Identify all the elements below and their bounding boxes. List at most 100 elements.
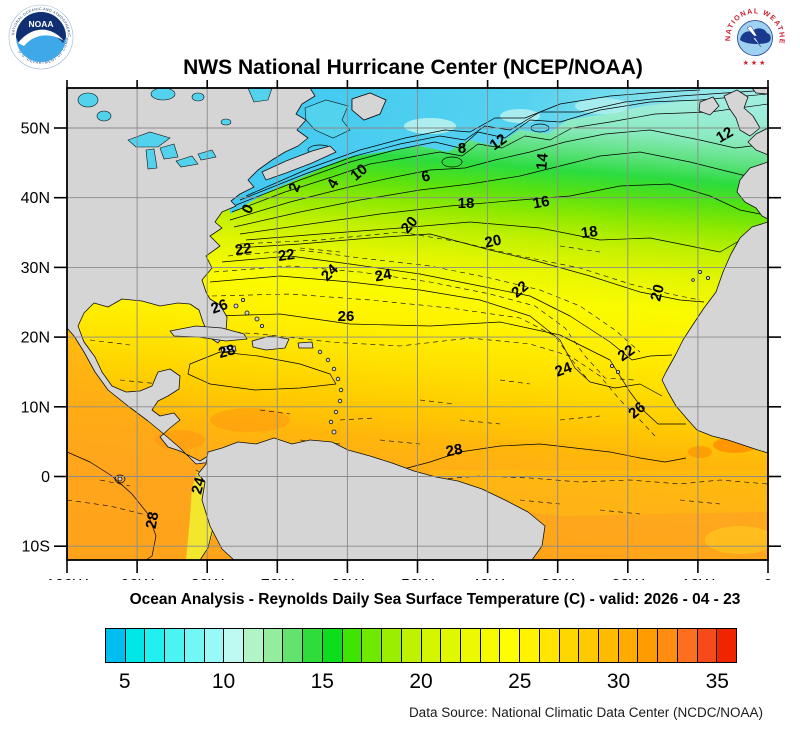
land-iberia bbox=[736, 161, 768, 220]
lat-label: 40N bbox=[21, 190, 50, 207]
colorbar-cell bbox=[204, 629, 225, 662]
colorbar-cell bbox=[658, 629, 678, 662]
contour-label: 28 bbox=[217, 341, 238, 362]
lat-lon-gridlines bbox=[66, 88, 769, 560]
galapagos bbox=[117, 476, 123, 482]
colorbar-cell bbox=[677, 629, 698, 662]
sst-colorbar bbox=[105, 628, 737, 663]
lon-label: 60W bbox=[331, 577, 365, 580]
colorbar-cell bbox=[697, 629, 718, 662]
page-title: NWS National Hurricane Center (NCEP/NOAA… bbox=[183, 56, 643, 79]
colorbar-cell bbox=[598, 629, 619, 662]
land-puerto-rico bbox=[297, 341, 314, 349]
colorbar-cell bbox=[362, 629, 383, 662]
colorbar-cell bbox=[382, 629, 402, 662]
land-south-america bbox=[197, 437, 546, 560]
colorbar-cell bbox=[579, 629, 599, 662]
colorbar-cell bbox=[618, 629, 639, 662]
bahamas-islands bbox=[233, 297, 264, 328]
colorbar-cell bbox=[460, 629, 481, 662]
noaa-logo: NATIONAL OCEANIC AND ATMOSPHERIC ADMINIS… bbox=[8, 4, 74, 70]
contour-label: 12 bbox=[713, 124, 736, 147]
noaa-globe-dark-half bbox=[16, 12, 66, 44]
lat-label: 10S bbox=[22, 539, 50, 556]
colorbar-cell bbox=[559, 629, 580, 662]
colorbar-cell bbox=[303, 629, 323, 662]
land-jamaica bbox=[220, 345, 237, 353]
lon-label: 0 bbox=[764, 577, 773, 580]
ocean-sst-field bbox=[67, 88, 768, 560]
canary-islands bbox=[691, 269, 711, 282]
colorbar-cell bbox=[263, 629, 284, 662]
lat-label: 20N bbox=[21, 330, 50, 347]
lon-label: 90W bbox=[121, 577, 155, 580]
colorbar-cell bbox=[244, 629, 264, 662]
gulf-of-st-lawrence bbox=[304, 99, 351, 139]
contour-label: 24 bbox=[553, 359, 575, 381]
contour-label: 8 bbox=[458, 140, 466, 157]
colorbar-cell bbox=[717, 629, 736, 662]
lake-huron bbox=[159, 143, 179, 160]
colorbar-tick-label: 15 bbox=[310, 670, 334, 693]
contour-label: 20 bbox=[647, 283, 668, 304]
colorbar-cell bbox=[441, 629, 461, 662]
noaa-gull-icon bbox=[18, 29, 64, 46]
axis-ticks bbox=[54, 80, 781, 573]
nws-lightning-icon bbox=[746, 25, 762, 48]
contour-label: 18 bbox=[458, 195, 475, 212]
colorbar-tick-label: 5 bbox=[118, 670, 131, 693]
colorbar-cell bbox=[401, 629, 422, 662]
colorbar-cell bbox=[106, 629, 126, 662]
contour-label: 16 bbox=[532, 193, 551, 213]
noaa-wordmark: NOAA bbox=[28, 19, 53, 29]
colorbar-cell bbox=[165, 629, 185, 662]
contour-label: 18 bbox=[580, 223, 599, 242]
colorbar-cell bbox=[283, 629, 304, 662]
colorbar-cell bbox=[342, 629, 363, 662]
contour-label: 24 bbox=[374, 266, 394, 286]
land-north-america bbox=[67, 88, 316, 465]
colorbar-cell bbox=[184, 629, 205, 662]
colorbar-cell bbox=[125, 629, 146, 662]
lake-michigan bbox=[145, 148, 158, 170]
land-france bbox=[747, 127, 768, 156]
contour-label: 20 bbox=[483, 232, 503, 252]
contour-label: 26 bbox=[209, 296, 230, 318]
colorbar-tick-labels: 5 10 15 20 25 30 35 bbox=[0, 670, 800, 696]
lakes bbox=[77, 88, 351, 170]
colorbar-cell bbox=[421, 629, 442, 662]
contour-label: 22 bbox=[615, 342, 638, 365]
lat-label: 10N bbox=[21, 399, 50, 416]
lon-label: 30W bbox=[541, 577, 575, 580]
lon-label: 80W bbox=[191, 577, 225, 580]
land-ireland bbox=[698, 96, 720, 116]
colorbar-tick-label: 25 bbox=[508, 670, 532, 693]
solid-isotherms bbox=[67, 89, 768, 560]
cape-verde-islands bbox=[610, 363, 621, 374]
lon-label: 10W bbox=[681, 577, 715, 580]
colorbar-tick-label: 10 bbox=[211, 670, 236, 693]
dashed-isotherms bbox=[67, 231, 768, 517]
lon-label: 40W bbox=[471, 577, 505, 580]
lon-label: 100W bbox=[46, 577, 89, 580]
lon-label: 20W bbox=[611, 577, 645, 580]
lat-label: 50N bbox=[21, 121, 50, 138]
colorbar-cell bbox=[638, 629, 659, 662]
nws-stars: ★★★ bbox=[743, 59, 768, 67]
lesser-antilles-islands bbox=[317, 349, 344, 435]
land-nova-scotia bbox=[261, 145, 337, 181]
colorbar-cell bbox=[224, 629, 245, 662]
axis-tick-labels: 50N 40N 30N 20N 10N 0 10S 100W 90W 80W 70W 60W 50W 40… bbox=[21, 121, 773, 581]
lat-label: 30N bbox=[21, 260, 50, 277]
contour-label: 28 bbox=[445, 441, 464, 461]
colorbar-cell bbox=[480, 629, 501, 662]
colorbar-cell bbox=[539, 629, 560, 662]
nws-logo: NATIONAL WEATHER SERVICE ★★★ bbox=[723, 6, 787, 70]
contour-label: 26 bbox=[338, 308, 355, 325]
lon-label: 70W bbox=[261, 577, 295, 580]
colorbar-cell bbox=[500, 629, 521, 662]
colorbar-cell bbox=[145, 629, 166, 662]
lake-superior bbox=[127, 131, 171, 148]
contour-label: 24 bbox=[188, 475, 209, 496]
